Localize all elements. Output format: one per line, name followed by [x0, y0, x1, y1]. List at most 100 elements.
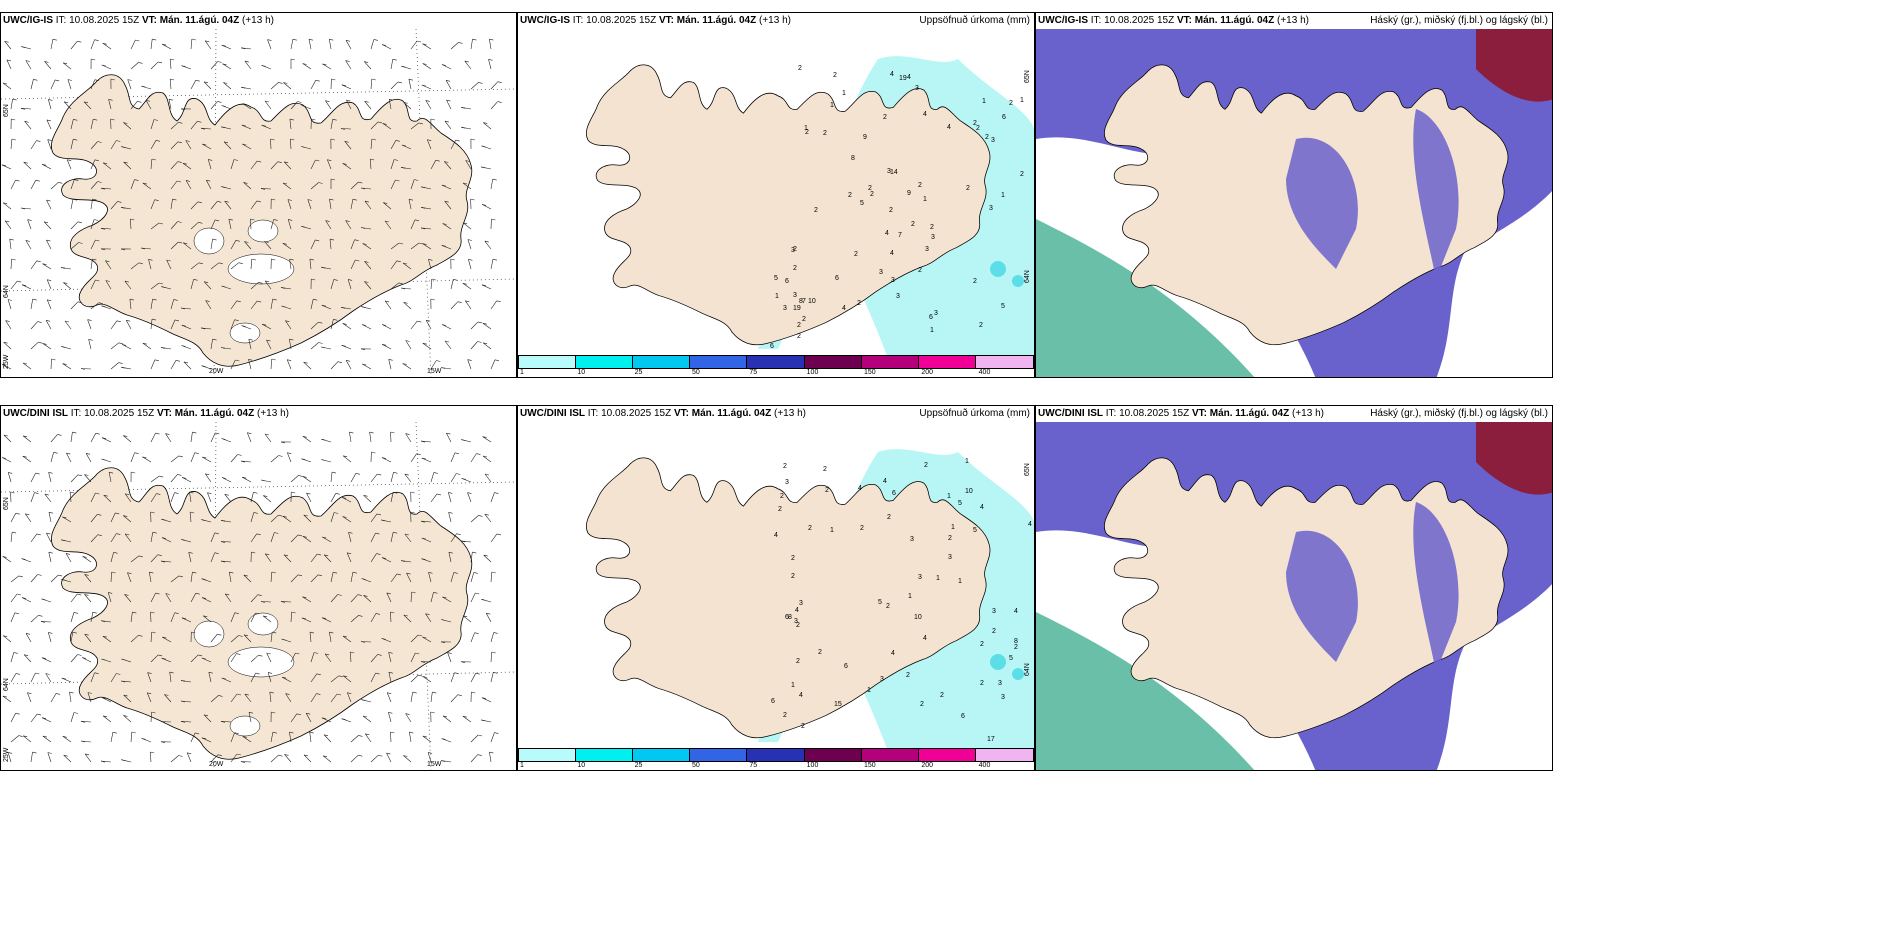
wind-barb: [370, 78, 373, 90]
lead-time: (+13 h): [759, 15, 791, 26]
wind-barb-flag: [440, 641, 446, 644]
wind-barb-flag: [177, 161, 182, 163]
precip-value: 6: [771, 698, 775, 705]
wind-barb: [444, 340, 452, 350]
wind-barb: [205, 473, 212, 483]
wind-barb-flag: [46, 239, 51, 242]
precip-value: 10: [914, 614, 922, 621]
wind-barb-flag: [2, 82, 8, 85]
wind-barb-flag: [332, 118, 337, 121]
wind-barb: [422, 342, 432, 350]
wind-barb: [42, 343, 52, 350]
wind-barb: [381, 44, 392, 50]
wind-barb: [244, 60, 252, 70]
wind-barb-flag: [307, 199, 312, 201]
wind-barb-flag: [345, 60, 350, 62]
wind-barb-flag: [11, 138, 16, 141]
wind-barb-flag: [63, 62, 68, 65]
wind-barb-flag: [208, 671, 213, 674]
wind-barb: [330, 472, 333, 483]
wind-barb-flag: [302, 436, 307, 438]
wind-barb-flag: [364, 101, 369, 103]
wind-barb-flag: [94, 219, 99, 221]
wind-barb: [250, 300, 258, 310]
wind-barb: [166, 259, 172, 270]
wind-barb-flag: [134, 179, 139, 181]
wind-barb: [123, 122, 132, 130]
wind-barb-flag: [277, 161, 282, 163]
wind-barb: [290, 138, 292, 150]
precip-value: 2: [918, 182, 922, 189]
wind-barb-flag: [301, 105, 306, 107]
wind-barb: [190, 262, 200, 270]
precip-value: 1: [830, 102, 834, 109]
wind-barb: [165, 433, 172, 443]
wind-barb-flag: [131, 731, 136, 734]
wind-barb-flag: [251, 551, 256, 554]
wind-barb-flag: [204, 281, 209, 283]
wind-barb: [287, 199, 292, 210]
colorbar-swatch: [690, 749, 748, 761]
wind-barb-flag: [335, 493, 340, 495]
wind-barb-flag: [401, 560, 406, 562]
wind-barb: [270, 632, 273, 643]
wind-barb: [110, 571, 112, 583]
wind-barb-flag: [422, 676, 427, 678]
wind-barb: [21, 597, 32, 603]
wind-barb-flag: [481, 284, 486, 287]
wind-barb-flag: [403, 102, 408, 104]
wind-barb: [350, 473, 357, 483]
precip-value: 19: [793, 305, 801, 312]
precip-value: 4: [891, 650, 895, 657]
precip-max-cell: [990, 654, 1006, 670]
wind-barb-flag: [287, 452, 292, 454]
wind-barb-flag: [496, 533, 501, 536]
wind-barb: [283, 554, 292, 563]
wind-barb: [410, 122, 420, 130]
wind-barb: [30, 533, 38, 543]
wind-barb-flag: [182, 477, 187, 479]
wind-barb-flag: [402, 363, 407, 365]
wind-barb-flag: [457, 301, 462, 303]
model-name: UWC/IG-IS: [3, 15, 53, 26]
wind-barb: [190, 572, 193, 583]
wind-barb-flag: [32, 298, 37, 301]
wind-barb-flag: [444, 340, 450, 343]
wind-barb: [63, 101, 72, 110]
wind-barb: [70, 593, 78, 603]
precip-value: 3: [785, 479, 789, 486]
wind-barb: [223, 141, 232, 150]
wind-barb-flag: [152, 38, 157, 41]
wind-barb: [450, 452, 456, 463]
wind-barb: [330, 572, 334, 583]
lead-time: (+13 h): [242, 15, 274, 26]
wind-barb-flag: [101, 305, 106, 308]
wind-barb: [250, 654, 259, 663]
precip-value: 4: [795, 607, 799, 614]
wind-barb-flag: [441, 245, 446, 247]
wind-barb-flag: [42, 343, 47, 345]
wind-barb: [48, 632, 52, 643]
wind-barb-flag: [358, 735, 363, 737]
wind-barb-flag: [94, 672, 99, 674]
wind-barb: [223, 82, 232, 90]
wind-barb-flag: [395, 179, 400, 182]
wind-barb-flag: [377, 654, 382, 656]
wind-barb: [270, 514, 279, 523]
colorbar-swatch: [918, 749, 976, 761]
wind-barb: [330, 279, 335, 290]
wind-barb-flag: [12, 98, 17, 101]
wind-barb-flag: [278, 82, 283, 84]
wind-barb-flag: [282, 515, 287, 518]
wind-barb-flag: [403, 614, 408, 617]
lead-time: (+13 h): [257, 408, 289, 419]
wind-barb: [269, 692, 272, 703]
wind-barb-flag: [281, 638, 286, 641]
wind-barb-flag: [269, 691, 274, 694]
wind-barb: [310, 673, 318, 683]
wind-barb-flag: [325, 100, 330, 102]
cloud-panel: UWC/DINI ISL IT: 10.08.2025 15Z VT: Mán.…: [1035, 405, 1553, 771]
wind-barb-flag: [470, 198, 475, 201]
wind-barb-flag: [142, 342, 147, 345]
wind-barb: [150, 711, 152, 723]
